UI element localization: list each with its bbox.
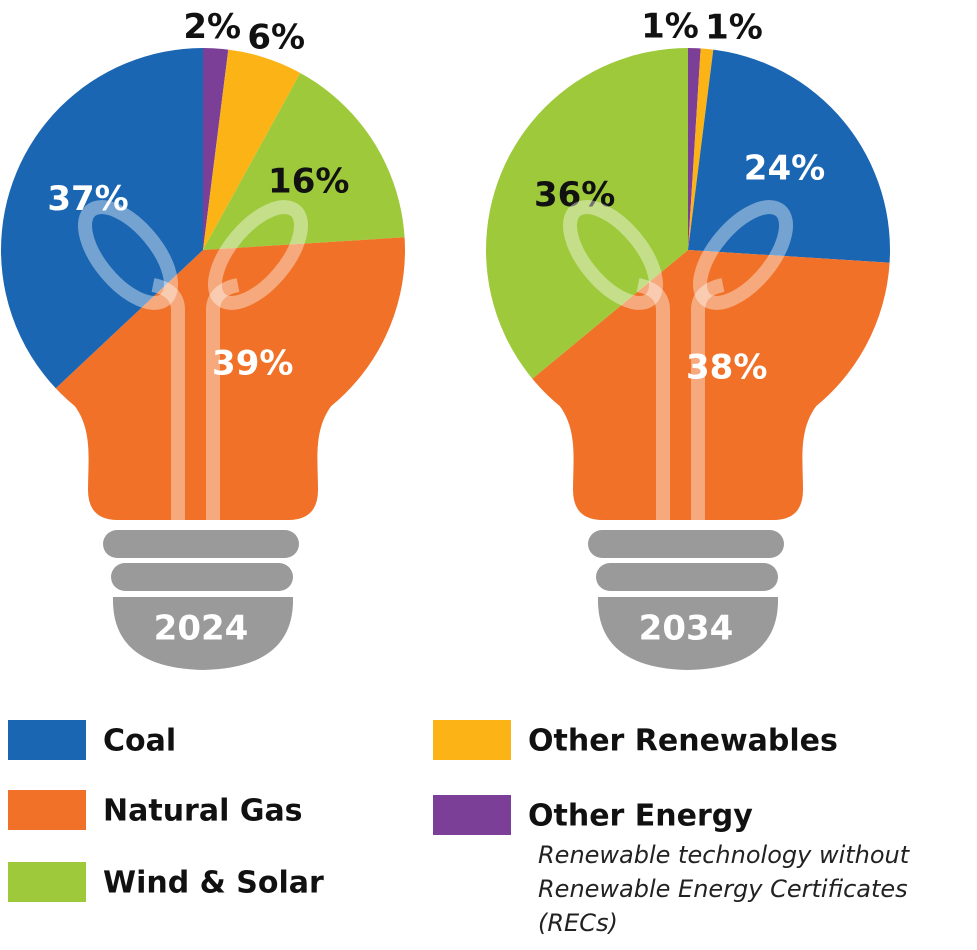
legend-swatch	[433, 720, 511, 760]
value-label: 16%	[268, 161, 349, 201]
filament-loop	[207, 200, 309, 310]
filament	[562, 200, 794, 520]
bulb-base-cap	[597, 597, 779, 670]
filament-wire	[636, 278, 670, 520]
chart-title: 2034	[639, 609, 734, 649]
legend-swatch	[8, 862, 86, 902]
bulb-base-ring	[103, 530, 299, 558]
legend-swatch	[8, 790, 86, 830]
pie-slice	[1, 223, 405, 520]
legend-note: Renewable technology without Renewable E…	[538, 841, 910, 937]
legend-label: Natural Gas	[103, 794, 303, 829]
bulb-base-cap	[112, 597, 294, 670]
pie-slice	[688, 48, 715, 250]
filament-loop	[562, 200, 664, 310]
filament-loop	[77, 200, 179, 310]
filament	[77, 200, 309, 520]
value-label: 6%	[247, 17, 305, 57]
pie-slice	[203, 48, 405, 250]
filament-wire	[206, 278, 240, 520]
value-label: 39%	[212, 343, 293, 383]
legend-label: Wind & Solar	[103, 866, 324, 901]
legend-swatch	[8, 720, 86, 760]
pie-slice	[688, 48, 890, 277]
value-label: 1%	[705, 7, 763, 47]
legend-label: Coal	[103, 724, 176, 759]
pie-slice	[486, 250, 890, 520]
value-label: 2%	[183, 7, 241, 47]
chart-title: 2024	[154, 609, 249, 649]
bulb	[1, 48, 405, 520]
filament-loop	[692, 200, 794, 310]
pie-slice	[203, 48, 405, 250]
bulb-base-ring	[588, 530, 784, 558]
pie-slice	[203, 48, 256, 250]
legend-swatch	[433, 795, 511, 835]
value-label: 37%	[47, 179, 128, 219]
legend-label: Other Energy	[528, 799, 753, 834]
filament-wire	[691, 278, 725, 520]
value-label: 24%	[744, 149, 825, 189]
pie-slice	[688, 48, 741, 250]
value-label: 1%	[641, 7, 699, 47]
bulb	[486, 48, 890, 520]
bulb-base-ring	[596, 563, 778, 591]
filament-wire	[151, 278, 185, 520]
legend-label: Other Renewables	[528, 724, 838, 759]
value-label: 36%	[534, 175, 615, 215]
bulb-base-ring	[111, 563, 293, 591]
value-label: 38%	[686, 348, 767, 388]
